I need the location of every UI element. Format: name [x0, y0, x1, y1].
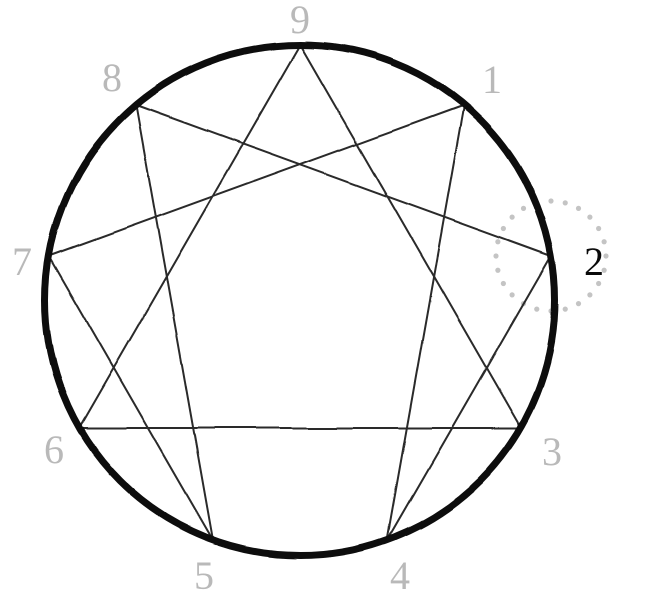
enneagram-svg [0, 0, 656, 610]
point-label-5: 5 [194, 556, 214, 596]
point-label-1: 1 [482, 60, 502, 100]
point-label-6: 6 [44, 430, 64, 470]
outer-circle [45, 45, 555, 555]
point-label-2: 2 [584, 242, 604, 282]
point-label-8: 8 [102, 58, 122, 98]
point-label-9: 9 [290, 0, 310, 40]
point-label-4: 4 [390, 556, 410, 596]
point-label-7: 7 [12, 242, 32, 282]
enneagram-diagram: 9 1 2 3 4 5 6 7 8 [0, 0, 656, 610]
point-label-3: 3 [542, 432, 562, 472]
